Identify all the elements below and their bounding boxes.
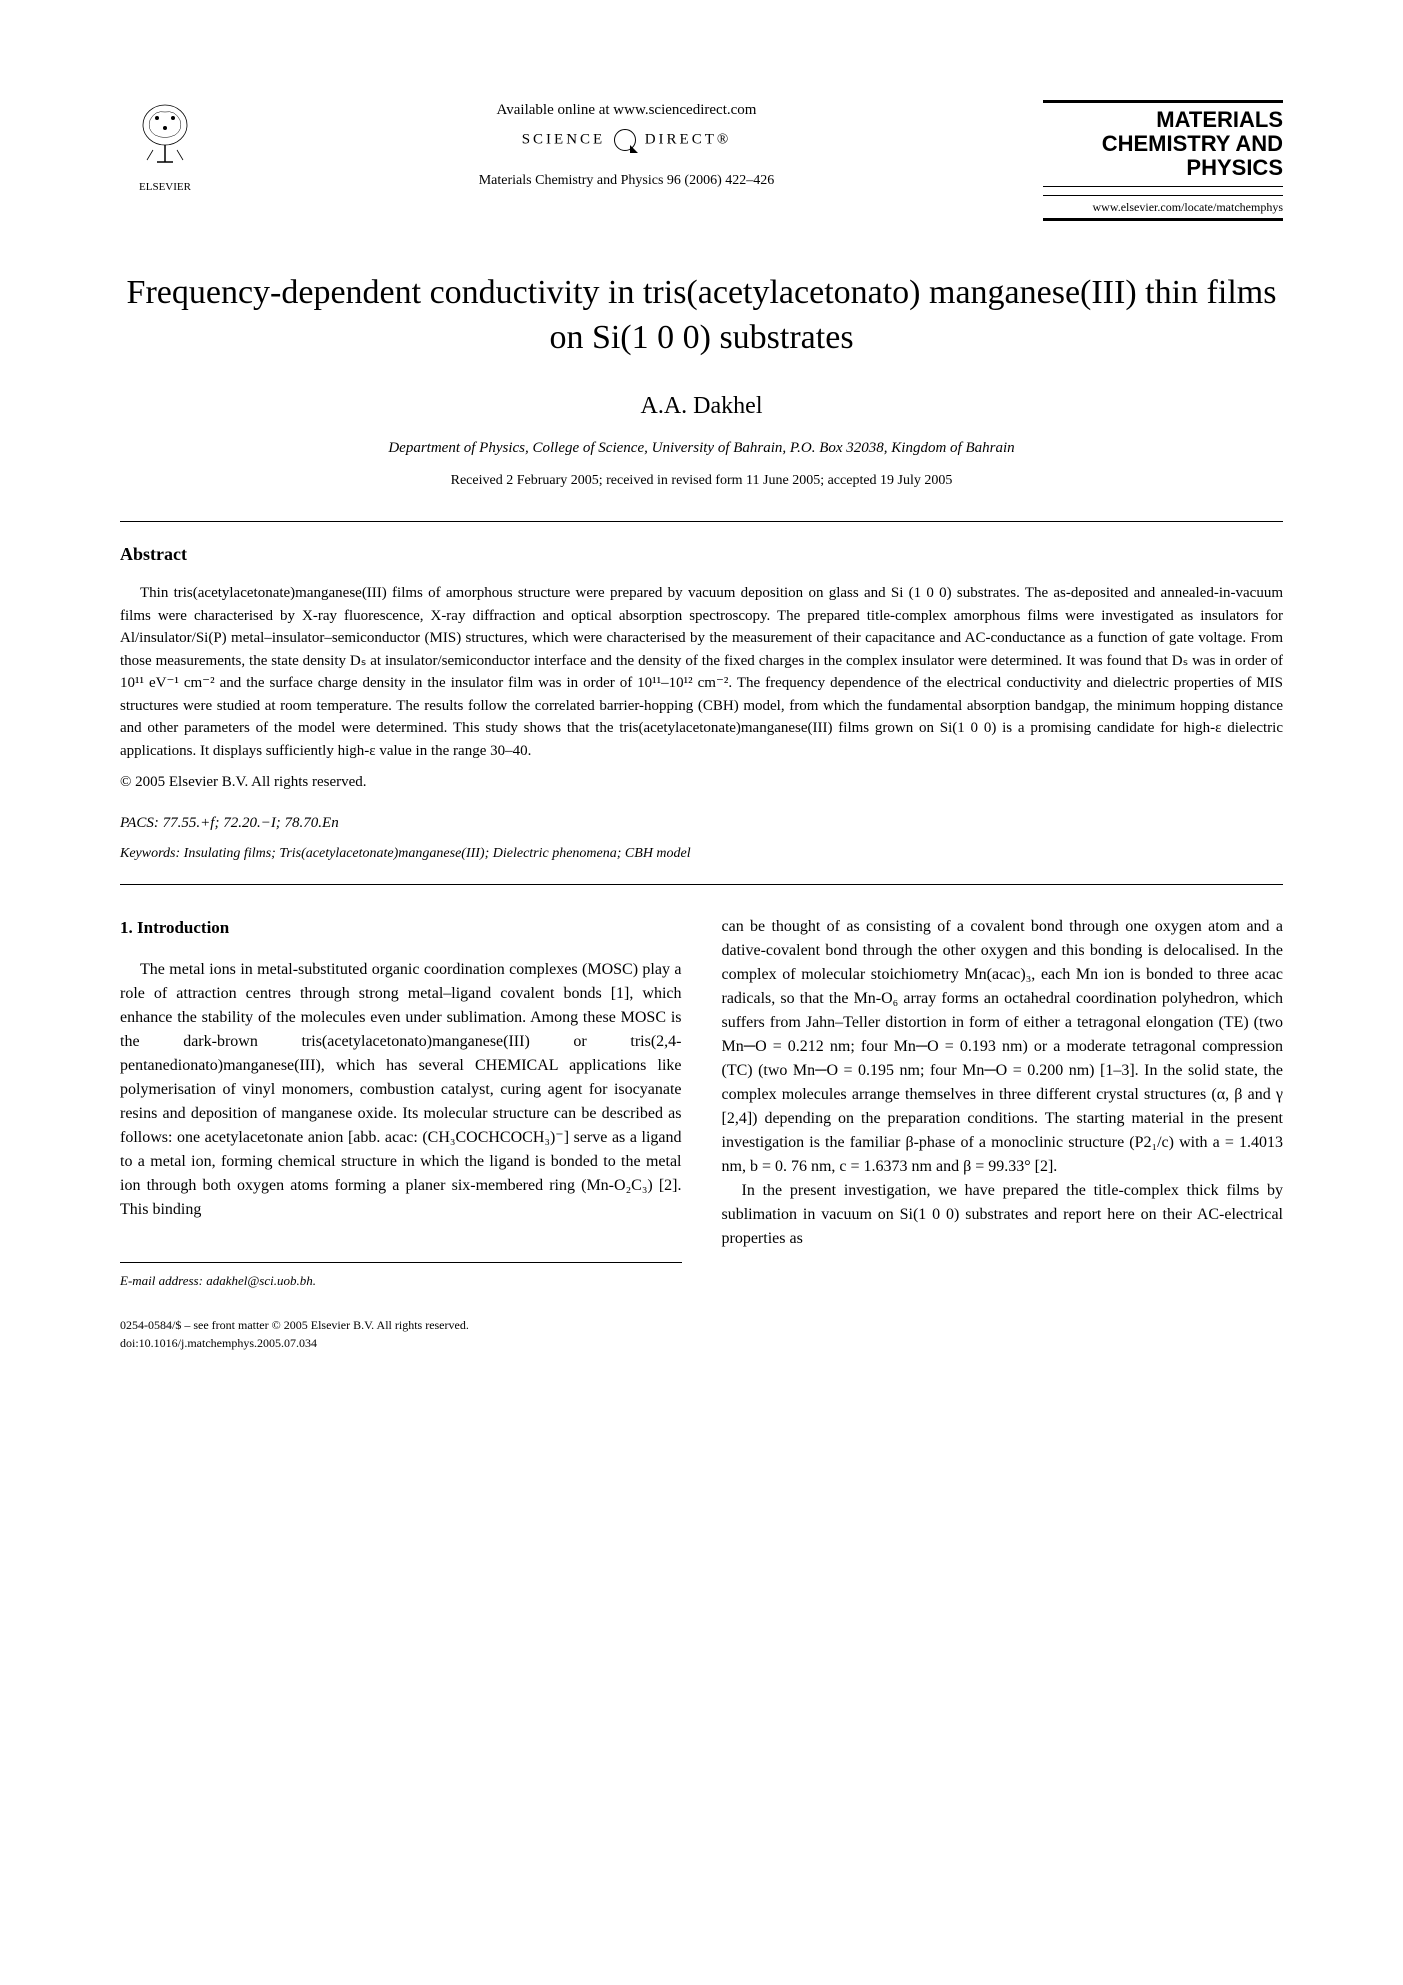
divider-1 xyxy=(120,521,1283,522)
introduction-heading: 1. Introduction xyxy=(120,915,682,941)
issn-line: 0254-0584/$ – see front matter © 2005 El… xyxy=(120,1316,682,1334)
pacs-label: PACS: xyxy=(120,815,159,831)
intro-para-1: The metal ions in metal-substituted orga… xyxy=(120,958,682,1222)
email-label: E-mail address: xyxy=(120,1273,203,1288)
email-address: adakhel@sci.uob.bh. xyxy=(206,1273,316,1288)
footer-left: E-mail address: adakhel@sci.uob.bh. 0254… xyxy=(120,1262,682,1352)
journal-reference: Materials Chemistry and Physics 96 (2006… xyxy=(250,171,1003,191)
left-column: 1. Introduction The metal ions in metal-… xyxy=(120,915,682,1352)
right-column: can be thought of as consisting of a cov… xyxy=(722,915,1284,1352)
keywords-text: Insulating films; Tris(acetylacetonate)m… xyxy=(184,846,691,861)
center-header: Available online at www.sciencedirect.co… xyxy=(210,100,1043,191)
sd-right: DIRECT® xyxy=(645,131,732,147)
doi-line: doi:10.1016/j.matchemphys.2005.07.034 xyxy=(120,1334,682,1352)
journal-url: www.elsevier.com/locate/matchemphys xyxy=(1043,195,1283,222)
email-line: E-mail address: adakhel@sci.uob.bh. xyxy=(120,1271,682,1291)
publisher-name: ELSEVIER xyxy=(120,180,210,195)
sd-left: SCIENCE xyxy=(522,131,606,147)
abstract-copyright: © 2005 Elsevier B.V. All rights reserved… xyxy=(120,772,1283,793)
page-header: ELSEVIER Available online at www.science… xyxy=(120,100,1283,221)
available-online-text: Available online at www.sciencedirect.co… xyxy=(250,100,1003,121)
keywords-label: Keywords: xyxy=(120,846,180,861)
author-name: A.A. Dakhel xyxy=(120,390,1283,424)
sd-compass-icon xyxy=(614,129,636,151)
pacs-line: PACS: 77.55.+f; 72.20.−I; 78.70.En xyxy=(120,813,1283,834)
body-columns: 1. Introduction The metal ions in metal-… xyxy=(120,915,1283,1352)
abstract-text: Thin tris(acetylacetonate)manganese(III)… xyxy=(120,582,1283,762)
journal-title-line2: CHEMISTRY AND xyxy=(1043,132,1283,156)
journal-title-box: MATERIALS CHEMISTRY AND PHYSICS www.else… xyxy=(1043,100,1283,221)
intro-para-2: can be thought of as consisting of a cov… xyxy=(722,915,1284,1179)
science-direct-logo: SCIENCE DIRECT® xyxy=(250,129,1003,151)
keywords-line: Keywords: Insulating films; Tris(acetyla… xyxy=(120,844,1283,864)
divider-2 xyxy=(120,884,1283,885)
journal-title-line1: MATERIALS xyxy=(1043,108,1283,132)
intro-para-3: In the present investigation, we have pr… xyxy=(722,1179,1284,1251)
doi-section: 0254-0584/$ – see front matter © 2005 El… xyxy=(120,1316,682,1352)
journal-title-line3: PHYSICS xyxy=(1043,156,1283,180)
abstract-heading: Abstract xyxy=(120,542,1283,567)
elsevier-tree-icon xyxy=(135,100,195,170)
pacs-codes: 77.55.+f; 72.20.−I; 78.70.En xyxy=(163,815,339,831)
article-dates: Received 2 February 2005; received in re… xyxy=(120,471,1283,491)
author-affiliation: Department of Physics, College of Scienc… xyxy=(120,438,1283,459)
elsevier-logo: ELSEVIER xyxy=(120,100,210,196)
article-title: Frequency-dependent conductivity in tris… xyxy=(120,271,1283,359)
